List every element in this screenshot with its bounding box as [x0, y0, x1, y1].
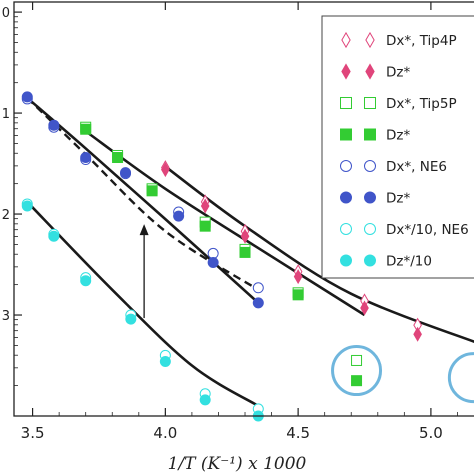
point-series7-0: [21, 200, 33, 212]
highlight-circle-1: [447, 352, 474, 404]
legend-label-0: Dx*, Tip4P: [386, 33, 457, 49]
data-points: [21, 91, 422, 422]
arrow-head: [139, 224, 149, 236]
legend-label-7: Dz*/10: [386, 254, 432, 270]
point-series3-1: [112, 152, 124, 164]
legend-marker-0-b: [365, 31, 375, 49]
legend-entry-5: Dz*: [340, 191, 410, 207]
legend-entry-3: Dz*: [340, 128, 410, 144]
point-series3-0: [80, 123, 92, 135]
legend-entry-4: Dx*, NE6: [340, 159, 447, 175]
point-series3-6: [351, 375, 363, 387]
legend-marker-4-a: [340, 160, 352, 172]
legend-marker-0-a: [341, 31, 351, 49]
y-tick-label-2: 2: [2, 208, 10, 223]
point-series7-4: [159, 355, 171, 367]
point-series7-1: [48, 230, 60, 242]
point-series1-1: [200, 198, 210, 214]
legend-marker-2-b: [364, 97, 376, 109]
point-series5-0: [21, 91, 33, 103]
point-series3-4: [239, 246, 251, 258]
legend-marker-2-a: [340, 97, 352, 109]
legend-marker-1-b: [365, 63, 375, 80]
point-series7-2: [80, 275, 92, 287]
legend-marker-7-a: [340, 254, 352, 267]
point-series5-1: [48, 119, 60, 131]
point-series4-5: [207, 247, 219, 259]
y-tick-label-1: 1: [2, 107, 10, 122]
x-tick-label-2: 4.5: [286, 424, 310, 442]
legend-marker-7-b: [364, 254, 376, 267]
plot-frame: [13, 1, 474, 417]
point-series1-5: [413, 326, 422, 342]
legend-entry-6: Dx*/10, NE6: [340, 222, 469, 238]
x-axis-label: 1/T (K⁻¹) x 1000: [168, 454, 307, 474]
legend-box: [321, 15, 474, 279]
x-tick-label-1: 4.0: [153, 424, 177, 442]
legend-marker-4-b: [364, 160, 376, 172]
legend-marker-3-b: [364, 128, 376, 141]
point-series1-2: [240, 228, 250, 244]
point-series5-2: [80, 152, 92, 164]
y-tick-label-3: 3: [2, 309, 10, 324]
legend-label-5: Dz*: [386, 191, 410, 207]
point-series1-3: [293, 269, 303, 285]
point-series3-5: [292, 289, 304, 301]
point-series3-2: [146, 185, 158, 197]
legend-entry-2: Dx*, Tip5P: [340, 96, 457, 112]
point-series1-4: [360, 300, 369, 316]
point-series7-5: [199, 394, 211, 406]
legend-label-2: Dx*, Tip5P: [386, 96, 457, 112]
legend-marker-5-a: [340, 191, 352, 204]
legend-label-1: Dz*: [386, 65, 410, 81]
point-series5-6: [252, 297, 264, 309]
legend-marker-5-b: [364, 191, 376, 204]
x-tick-label-3: 5.0: [419, 424, 443, 442]
fit-line-2: [84, 130, 366, 317]
x-tick-label-0: 3.5: [21, 424, 45, 442]
legend: Dx*, Tip4P Dz* Dx*, Tip5P Dz* Dx*, NE6 Dz* Dx*…: [321, 15, 474, 279]
legend-entry-7: Dz*/10: [340, 254, 432, 270]
point-series5-5: [207, 257, 219, 269]
point-series4-6: [252, 282, 264, 294]
legend-label-3: Dz*: [386, 128, 410, 144]
point-series5-3: [120, 167, 132, 179]
legend-marker-1-a: [341, 63, 351, 80]
point-series1-0: [161, 162, 170, 178]
legend-entry-1: Dz*: [341, 63, 410, 81]
legend-marker-6-b: [364, 223, 376, 235]
legend-entry-0: Dx*, Tip4P: [341, 31, 457, 49]
highlight-circles: [331, 345, 474, 404]
y-tick-label-0: 0: [2, 6, 10, 21]
legend-marker-3-a: [340, 128, 352, 141]
legend-marker-6-a: [340, 223, 352, 235]
point-series2-6: [351, 354, 363, 366]
annotation-arrow: [139, 224, 149, 319]
legend-label-6: Dx*/10, NE6: [386, 222, 469, 238]
legend-label-4: Dx*, NE6: [386, 159, 447, 175]
highlight-circle-0: [331, 345, 383, 397]
point-series5-4: [173, 210, 185, 222]
fit-line-4: [26, 201, 259, 408]
axis-ticks: 3.5 4.0 4.5 5.0 0 1 2 3: [2, 2, 458, 442]
point-series3-3: [199, 220, 211, 232]
point-series7-3: [125, 313, 137, 325]
